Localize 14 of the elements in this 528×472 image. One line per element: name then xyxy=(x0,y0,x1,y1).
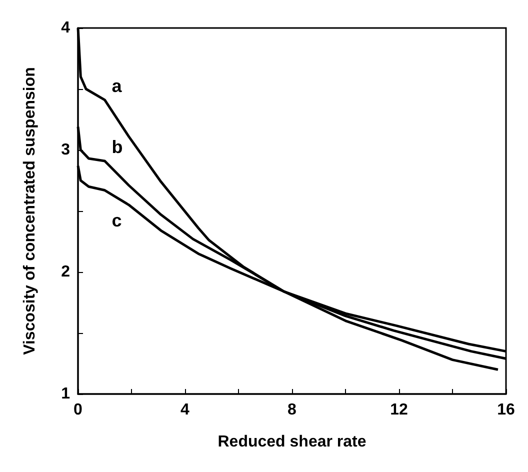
y-tick-label: 4 xyxy=(61,20,70,36)
series-label: b xyxy=(112,136,123,157)
x-tick-label: 16 xyxy=(497,402,515,418)
x-tick-label: 0 xyxy=(74,402,83,418)
series-label: a xyxy=(112,76,123,96)
x-tick-label: 4 xyxy=(180,402,190,418)
y-tick-label: 3 xyxy=(61,142,70,158)
x-axis-title: Reduced shear rate xyxy=(218,434,366,450)
y-tick-label: 1 xyxy=(61,386,70,402)
y-tick-label: 2 xyxy=(61,264,70,280)
series-label: c xyxy=(112,210,122,230)
y-axis-title: Viscosity of concentrated suspension xyxy=(22,67,38,355)
x-tick-label: 8 xyxy=(288,402,297,418)
x-tick-label: 12 xyxy=(390,402,408,418)
